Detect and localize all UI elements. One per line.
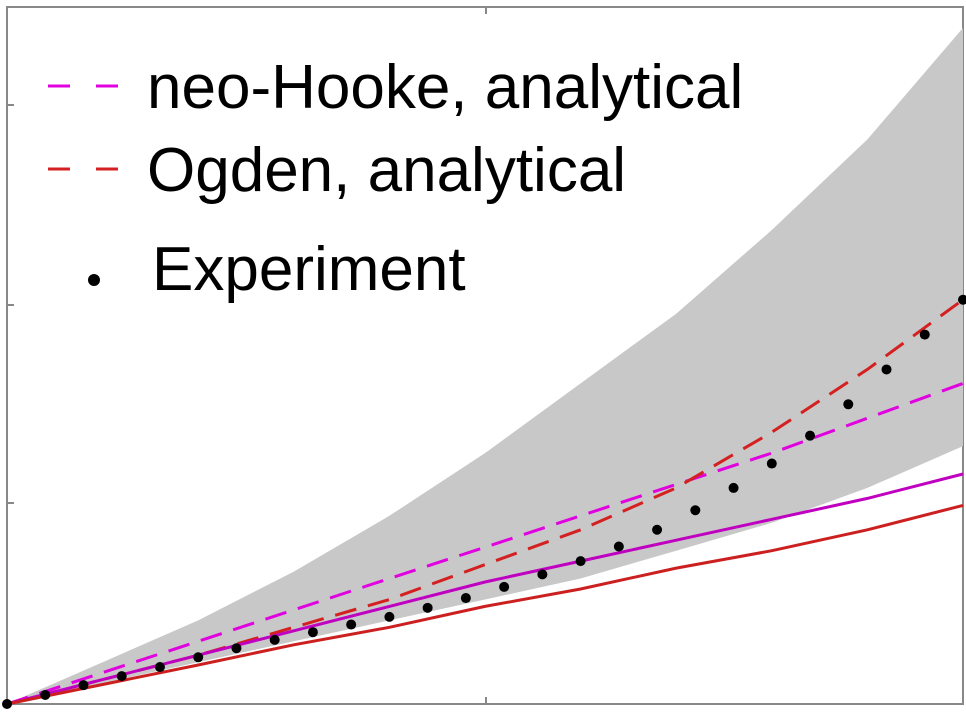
experiment-point bbox=[919, 329, 930, 340]
experiment-point bbox=[805, 430, 816, 441]
experiment-point bbox=[40, 689, 51, 700]
experiment-point bbox=[422, 602, 433, 613]
experiment-point bbox=[346, 619, 357, 630]
legend-marker-experiment bbox=[88, 274, 100, 286]
legend-label: Experiment bbox=[152, 235, 466, 304]
legend-label: Ogden, analytical bbox=[147, 136, 626, 205]
experiment-point bbox=[269, 634, 280, 645]
uncertainty-band-layer bbox=[7, 27, 963, 704]
experiment-point bbox=[652, 524, 663, 535]
experiment-point bbox=[307, 627, 318, 638]
experiment-point bbox=[843, 399, 854, 410]
legend-label: neo-Hooke, analytical bbox=[147, 53, 743, 122]
ogden-analytical-line bbox=[6, 298, 964, 706]
uncertainty-band bbox=[7, 27, 963, 704]
experiment-point bbox=[728, 482, 739, 493]
axis-ticks bbox=[7, 7, 487, 704]
experiment-point bbox=[881, 364, 892, 375]
experiment-point bbox=[499, 581, 510, 592]
experiment-point bbox=[231, 643, 242, 654]
experiment-point bbox=[78, 680, 89, 691]
experiment-point bbox=[116, 671, 127, 682]
legend: neo-Hooke, analytical Ogden, analytical Ex… bbox=[48, 53, 743, 304]
experiment-point bbox=[766, 458, 777, 469]
experiment-point bbox=[460, 593, 471, 604]
series-layer bbox=[2, 294, 966, 709]
experiment-point bbox=[958, 294, 966, 305]
experiment-point bbox=[690, 505, 701, 516]
experiment-point bbox=[193, 652, 204, 663]
series-3-line bbox=[6, 503, 964, 706]
experiment-point bbox=[575, 556, 586, 567]
series-2-line bbox=[6, 472, 964, 706]
experiment-point bbox=[2, 699, 12, 709]
experiment-point bbox=[384, 611, 395, 622]
experiment-point bbox=[613, 541, 624, 552]
experiment-point bbox=[537, 569, 548, 580]
experiment-point bbox=[154, 662, 165, 673]
